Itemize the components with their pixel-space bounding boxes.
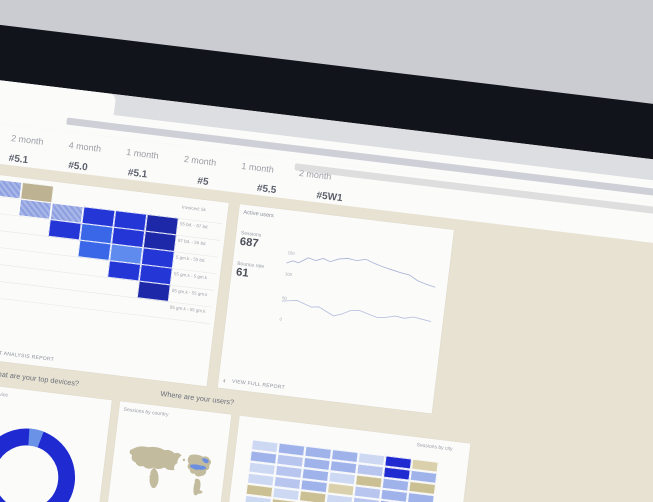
svg-text:150: 150: [287, 250, 295, 256]
svg-text:100: 100: [285, 271, 293, 277]
svg-text:50: 50: [282, 295, 288, 301]
svg-text:0: 0: [279, 316, 283, 321]
